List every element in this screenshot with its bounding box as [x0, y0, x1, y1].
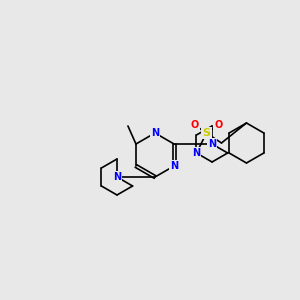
Text: N: N — [192, 148, 200, 158]
Text: N: N — [113, 172, 121, 182]
Text: O: O — [190, 120, 199, 130]
Text: N: N — [170, 161, 178, 171]
Text: O: O — [214, 120, 223, 130]
Text: N: N — [208, 139, 216, 149]
Text: N: N — [151, 128, 159, 138]
Text: S: S — [202, 128, 211, 138]
